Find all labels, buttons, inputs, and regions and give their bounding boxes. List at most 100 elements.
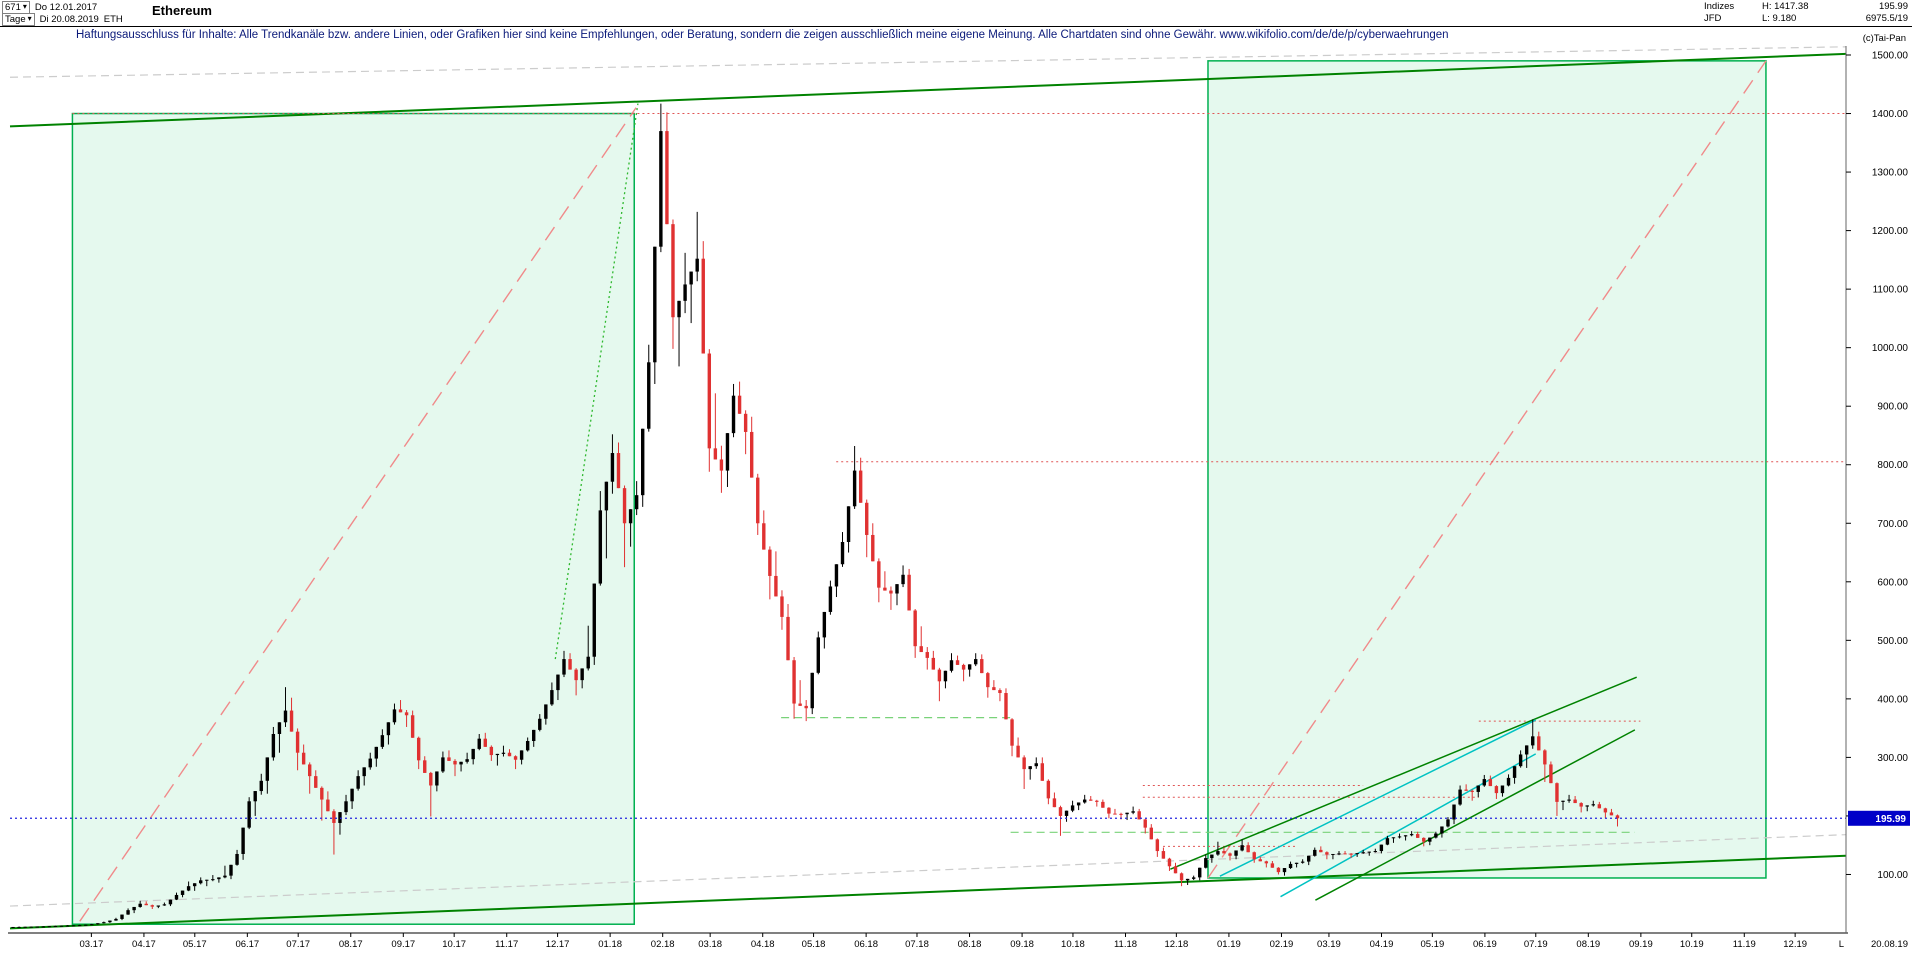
candle-body: [749, 431, 754, 478]
candle-body: [1397, 836, 1402, 838]
y-axis-label: 400.00: [1877, 694, 1908, 705]
feed-label: JFD: [1704, 13, 1722, 24]
candle-body: [865, 502, 869, 535]
x-axis-label: 03.17: [79, 939, 103, 950]
candle-body: [265, 757, 270, 781]
candle-body: [229, 864, 233, 876]
candle-body: [501, 752, 506, 754]
rally-2017-diagonal: [79, 107, 637, 922]
candle-body: [955, 660, 960, 665]
range-low-value: L: 9.180: [1762, 13, 1797, 24]
candle-body: [1373, 851, 1378, 853]
candle-body: [762, 523, 766, 550]
candle-body: [47, 926, 52, 928]
last-price-tag-value: 195.99: [1875, 814, 1906, 825]
bottom-right-date: 20.08.19: [1871, 939, 1908, 950]
candle-body: [1228, 853, 1232, 856]
candle-body: [429, 772, 433, 786]
candle-body: [1143, 819, 1147, 828]
x-axis-label: 10.18: [1061, 939, 1085, 950]
candle-body: [168, 899, 173, 905]
candle-body: [1046, 780, 1051, 799]
candle-body: [156, 905, 161, 907]
candle-body: [1307, 855, 1311, 862]
candle-body: [598, 510, 603, 584]
candle-body: [1016, 745, 1020, 758]
candle-body: [1319, 849, 1323, 853]
candle-body: [743, 413, 748, 432]
x-axis-label: 03.18: [698, 939, 722, 950]
chevron-down-icon: ▾: [22, 2, 27, 11]
green-box-2019: [1207, 60, 1767, 879]
candle-body: [1488, 779, 1493, 787]
candle-body: [1379, 844, 1384, 852]
x-axis-label: 11.18: [1114, 939, 1137, 950]
candle-body: [1264, 861, 1269, 864]
x-axis-label: 08.19: [1576, 939, 1600, 950]
candle-body: [1415, 834, 1420, 838]
last-price-tag: [1848, 810, 1910, 826]
candle-body: [574, 669, 578, 681]
candle-body: [628, 509, 633, 524]
candle-body: [1518, 754, 1523, 767]
candle-body: [1113, 813, 1117, 815]
candle-body: [986, 673, 990, 688]
candle-body: [992, 687, 996, 691]
candle-body: [1440, 826, 1444, 834]
x-axis-label: 10.17: [442, 939, 466, 950]
candle-body: [798, 703, 802, 706]
x-axis-label: 09.19: [1629, 939, 1653, 950]
y-axis-label: 1300.00: [1872, 168, 1909, 179]
candle-body: [1409, 834, 1414, 836]
candle-body: [1506, 777, 1511, 786]
y-axis-label: 800.00: [1877, 460, 1908, 471]
candle-body: [90, 924, 94, 926]
x-axis-label: 04.18: [751, 939, 775, 950]
candle-body: [1597, 804, 1602, 809]
candle-body: [1422, 837, 1426, 842]
candle-body: [150, 905, 154, 907]
candle-body: [83, 924, 88, 926]
candle-body: [1252, 852, 1256, 860]
x-axis-label: 11.17: [495, 939, 518, 950]
candle-body: [362, 767, 366, 777]
x-axis-label: 07.18: [905, 939, 929, 950]
candle-body: [1234, 850, 1238, 856]
ticker-symbol: ETH: [103, 13, 123, 25]
candle-body: [913, 610, 917, 647]
candle-body: [271, 733, 276, 758]
candle-body: [186, 886, 191, 891]
candle-body: [683, 284, 687, 301]
candle-body: [453, 760, 457, 765]
candle-body: [610, 453, 615, 482]
last-price-value: 195.99: [1878, 1, 1908, 12]
rally-dec17-green: [554, 103, 639, 660]
range-high-value: H: 1417.38: [1762, 1, 1809, 12]
x-axis-label: 12.18: [1164, 939, 1188, 950]
candle-body: [713, 448, 718, 460]
candle-body: [1210, 854, 1214, 859]
candle-body: [786, 616, 790, 661]
range-start-date: Do 12.01.2017: [34, 1, 98, 13]
x-axis-label: 05.17: [183, 939, 207, 950]
x-axis-label: 08.17: [339, 939, 363, 950]
candle-body: [180, 890, 185, 895]
candle-body: [126, 910, 130, 915]
candle-body: [489, 746, 494, 756]
candle-body: [816, 637, 820, 673]
bars-count-dropdown[interactable]: 671 ▾: [2, 0, 30, 14]
market-label: Indizes: [1704, 1, 1735, 12]
candle-body: [532, 729, 536, 742]
candle-body: [1010, 719, 1014, 746]
candle-body: [731, 395, 736, 434]
candle-body: [1131, 811, 1135, 813]
candle-body: [277, 722, 282, 734]
candle-body: [895, 584, 899, 594]
x-axis-label: 09.17: [391, 939, 415, 950]
x-axis-label: 08.18: [958, 939, 982, 950]
candle-body: [1095, 800, 1099, 802]
candle-body: [647, 362, 651, 429]
candle-body: [1361, 852, 1365, 854]
timeframe-dropdown[interactable]: Tage ▾: [2, 12, 35, 26]
